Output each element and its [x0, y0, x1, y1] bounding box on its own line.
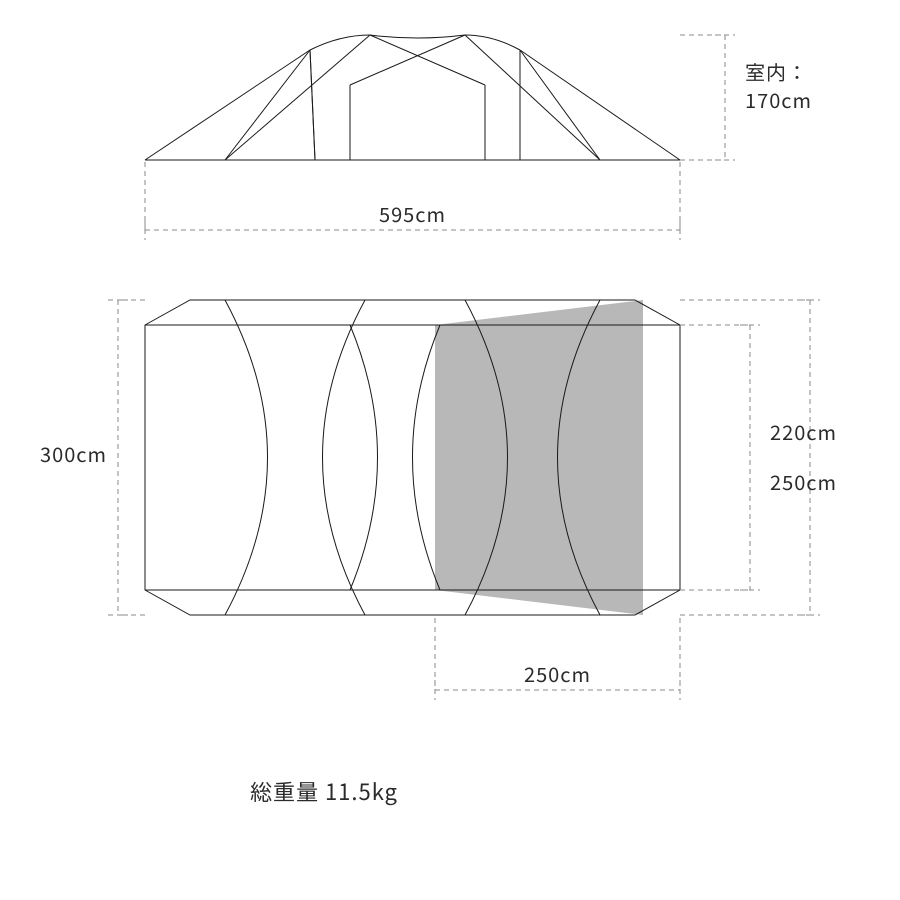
label-width-total: 595cm [379, 199, 446, 228]
label-height-2: 170cm [745, 85, 812, 114]
label-depth-250: 250cm [770, 467, 837, 496]
weight-label: 総重量 [250, 775, 319, 807]
label-depth-left: 300cm [40, 439, 107, 468]
label-inner-width: 250cm [524, 659, 591, 688]
weight-value: 11.5kg [319, 775, 398, 807]
label-height-1: 室内： [745, 57, 808, 86]
weight-line: 総重量 11.5kg [250, 775, 398, 807]
label-depth-220: 220cm [770, 417, 837, 446]
